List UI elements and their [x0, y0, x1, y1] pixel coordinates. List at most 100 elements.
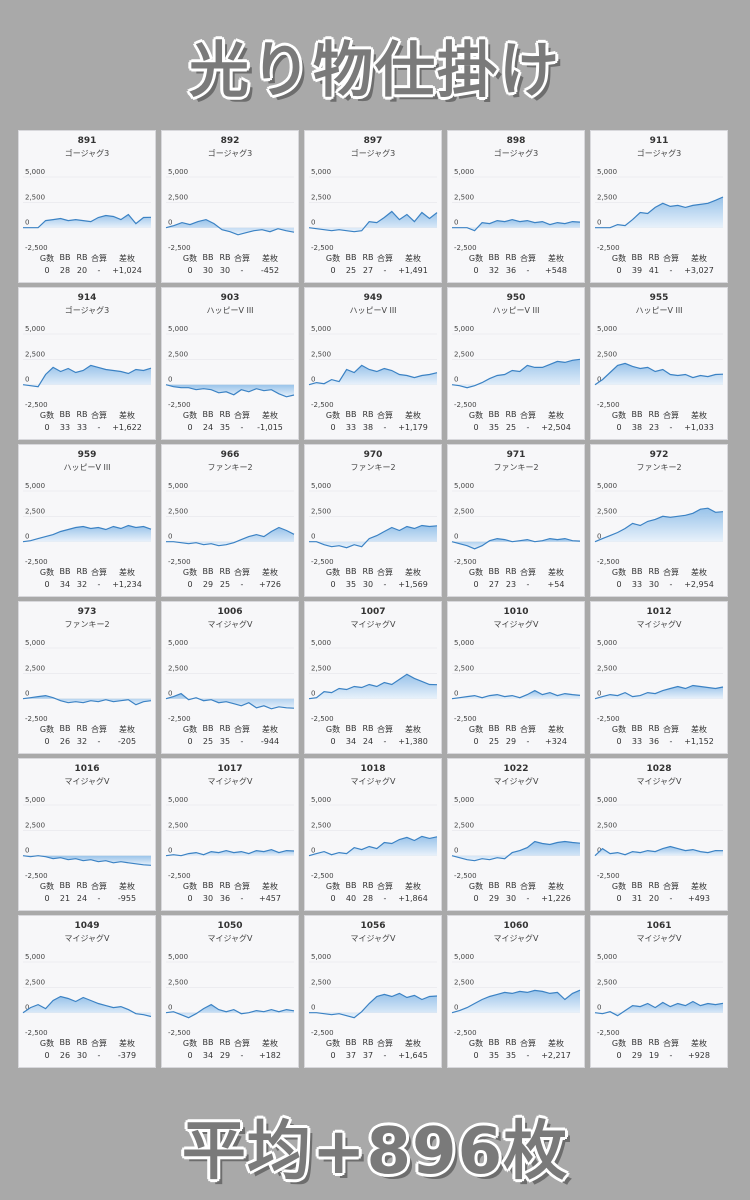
machine-card[interactable]: 903 ハッピーV III 5,000 2,500 0 -2,500 G数 BB RB 合算 差枚 0…	[161, 287, 299, 440]
y-tick-label: 5,000	[168, 953, 188, 961]
stat-header: G数	[468, 882, 484, 891]
y-tick-label: 2,500	[25, 978, 45, 986]
machine-card[interactable]: 914 ゴージャグ3 5,000 2,500 0 -2,500 G数 BB RB 合算 差枚 0 33 3…	[18, 287, 156, 440]
y-tick-label: 2,500	[311, 193, 331, 201]
stat-header: BB	[345, 410, 357, 419]
machine-number: 1049	[74, 921, 100, 931]
stat-value: -	[669, 894, 673, 903]
y-tick-label: 5,000	[454, 639, 474, 647]
machine-card[interactable]: 1016 マイジャグV 5,000 2,500 0 -2,500 G数 BB RB 合算 差枚 0 21…	[18, 758, 156, 911]
machine-card[interactable]: 911 ゴージャグ3 5,000 2,500 0 -2,500 G数 BB RB 合算 差枚 0 39 4…	[590, 130, 728, 283]
stat-header: G数	[611, 254, 627, 263]
stat-value: -	[383, 423, 387, 432]
machine-number: 1028	[646, 764, 672, 774]
y-tick-label: 0	[25, 847, 29, 855]
machine-card[interactable]: 1010 マイジャグV 5,000 2,500 0 -2,500 G数 BB RB 合算 差枚 0 25…	[447, 601, 585, 754]
y-tick-label: 5,000	[25, 168, 45, 176]
stat-value: 0	[330, 1051, 336, 1060]
y-tick-label: 0	[454, 219, 458, 227]
stat-header: G数	[182, 882, 198, 891]
stat-header: 合算	[234, 1039, 250, 1048]
machine-card[interactable]: 966 ファンキー2 5,000 2,500 0 -2,500 G数 BB RB 合算 差枚 0 29 2…	[161, 444, 299, 597]
series-line	[308, 835, 438, 857]
stat-value: 23	[505, 580, 517, 589]
area-fill	[309, 525, 437, 548]
stat-header: G数	[611, 1039, 627, 1048]
y-tick-label: -2,500	[25, 558, 48, 565]
machine-number: 1060	[503, 921, 529, 931]
slump-chart: 5,000 2,500 0 -2,500	[451, 796, 581, 879]
machine-card[interactable]: 1007 マイジャグV 5,000 2,500 0 -2,500 G数 BB RB 合算 差枚 0 34…	[304, 601, 442, 754]
machine-card[interactable]: 897 ゴージャグ3 5,000 2,500 0 -2,500 G数 BB RB 合算 差枚 0 25 2…	[304, 130, 442, 283]
machine-card[interactable]: 972 ファンキー2 5,000 2,500 0 -2,500 G数 BB RB 合算 差枚 0 33 3…	[590, 444, 728, 597]
machine-card[interactable]: 955 ハッピーV III 5,000 2,500 0 -2,500 G数 BB RB 合算 差枚 0…	[590, 287, 728, 440]
slump-chart: 5,000 2,500 0 -2,500	[594, 953, 724, 1036]
slump-chart: 5,000 2,500 0 -2,500	[166, 482, 295, 565]
slump-chart: 5,000 2,500 0 -2,500	[308, 168, 438, 251]
y-tick-label: 0	[25, 219, 29, 227]
machine-card[interactable]: 959 ハッピーV III 5,000 2,500 0 -2,500 G数 BB RB 合算 差枚 0…	[18, 444, 156, 597]
y-tick-label: 5,000	[25, 482, 45, 490]
machine-card[interactable]: 1006 マイジャグV 5,000 2,500 0 -2,500 G数 BB RB 合算 差枚 0 25…	[161, 601, 299, 754]
stat-value: 35	[219, 737, 231, 746]
stat-header: RB	[219, 567, 231, 576]
slump-chart: 5,000 2,500 0 -2,500	[165, 168, 295, 251]
stat-header: 差枚	[691, 254, 707, 263]
machine-card[interactable]: 1028 マイジャグV 5,000 2,500 0 -2,500 G数 BB RB 合算 差枚 0 31…	[590, 758, 728, 911]
area-fill	[452, 219, 580, 231]
machine-card[interactable]: 1049 マイジャグV 5,000 2,500 0 -2,500 G数 BB RB 合算 差枚 0 26…	[18, 915, 156, 1068]
stat-value: 0	[616, 737, 622, 746]
stat-value: 25	[345, 266, 357, 275]
machine-card[interactable]: 1017 マイジャグV 5,000 2,500 0 -2,500 G数 BB RB 合算 差枚 0 30…	[161, 758, 299, 911]
stat-value: 0	[473, 266, 479, 275]
machine-card[interactable]: 1060 マイジャグV 5,000 2,500 0 -2,500 G数 BB RB 合算 差枚 0 35…	[447, 915, 585, 1068]
machine-card[interactable]: 1012 マイジャグV 5,000 2,500 0 -2,500 G数 BB RB 合算 差枚 0 33…	[590, 601, 728, 754]
machine-model: マイジャグV	[636, 934, 682, 943]
stat-value: 36	[648, 737, 660, 746]
machine-number: 970	[363, 450, 383, 460]
stat-header: G数	[39, 254, 55, 263]
series-line	[165, 1003, 295, 1019]
y-tick-label: -2,500	[597, 401, 620, 408]
stat-value: 36	[505, 266, 517, 275]
stat-header: G数	[611, 411, 627, 420]
y-tick-label: -2,500	[454, 1029, 477, 1036]
y-tick-label: 2,500	[25, 193, 45, 201]
machine-model: ハッピーV III	[635, 306, 683, 315]
stat-value: 29	[505, 737, 517, 746]
stat-value: -	[669, 423, 673, 432]
stat-header: 差枚	[119, 725, 135, 734]
y-tick-label: -2,500	[454, 558, 477, 565]
machine-card[interactable]: 949 ハッピーV III 5,000 2,500 0 -2,500 G数 BB RB 合算 差枚 0…	[304, 287, 442, 440]
stat-header: 合算	[91, 411, 107, 420]
machine-card[interactable]: 1022 マイジャグV 5,000 2,500 0 -2,500 G数 BB RB 合算 差枚 0 29…	[447, 758, 585, 911]
stat-value: 25	[219, 580, 231, 589]
machine-card[interactable]: 971 ファンキー2 5,000 2,500 0 -2,500 G数 BB RB 合算 差枚 0 27 2…	[447, 444, 585, 597]
area-fill	[595, 1001, 723, 1016]
machine-card[interactable]: 973 ファンキー2 5,000 2,500 0 -2,500 G数 BB RB 合算 差枚 0 26 3…	[18, 601, 156, 754]
stat-header: 差枚	[119, 411, 135, 420]
machine-card[interactable]: 950 ハッピーV III 5,000 2,500 0 -2,500 G数 BB RB 合算 差枚 0…	[447, 287, 585, 440]
y-tick-label: 2,500	[597, 350, 617, 358]
y-tick-label: 5,000	[454, 953, 474, 961]
y-tick-label: 2,500	[168, 978, 188, 986]
stat-value: 0	[44, 580, 50, 589]
machine-card[interactable]: 1050 マイジャグV 5,000 2,500 0 -2,500 G数 BB RB 合算 差枚 0 34…	[161, 915, 299, 1068]
machine-card[interactable]: 1061 マイジャグV 5,000 2,500 0 -2,500 G数 BB RB 合算 差枚 0 29…	[590, 915, 728, 1068]
machine-card[interactable]: 898 ゴージャグ3 5,000 2,500 0 -2,500 G数 BB RB 合算 差枚 0 32 3…	[447, 130, 585, 283]
stat-value: 32	[488, 266, 500, 275]
machine-model: ゴージャグ3	[350, 149, 396, 158]
stat-value: 29	[488, 894, 500, 903]
machine-card[interactable]: 891 ゴージャグ3 5,000 2,500 0 -2,500 G数 BB RB 合算 差枚 0 28 2…	[18, 130, 156, 283]
machine-card[interactable]: 892 ゴージャグ3 5,000 2,500 0 -2,500 G数 BB RB 合算 差枚 0 30 3…	[161, 130, 299, 283]
stat-value: 27	[362, 266, 374, 275]
stat-header: 差枚	[548, 882, 564, 891]
slump-chart: 5,000 2,500 0 -2,500	[451, 953, 581, 1036]
machine-card[interactable]: 970 ファンキー2 5,000 2,500 0 -2,500 G数 BB RB 合算 差枚 0 35 3…	[304, 444, 442, 597]
machine-card[interactable]: 1018 マイジャグV 5,000 2,500 0 -2,500 G数 BB RB 合算 差枚 0 40…	[304, 758, 442, 911]
stat-header: RB	[76, 410, 88, 419]
y-tick-label: 0	[25, 690, 29, 698]
stat-header: RB	[219, 410, 231, 419]
machine-card[interactable]: 1056 マイジャグV 5,000 2,500 0 -2,500 G数 BB RB 合算 差枚 0 37…	[304, 915, 442, 1068]
series-line	[22, 995, 152, 1018]
